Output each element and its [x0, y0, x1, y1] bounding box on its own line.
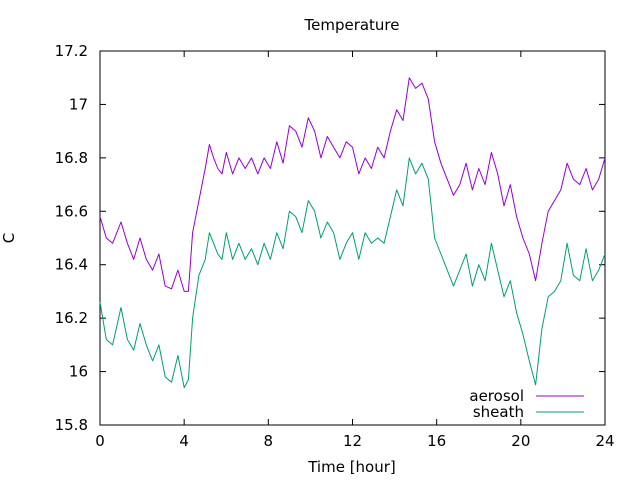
- x-tick-label: 24: [595, 432, 614, 450]
- x-tick-label: 8: [264, 432, 274, 450]
- y-axis: 15.8 16 16.2 16.4 16.6 16.8 17 17.2: [55, 42, 605, 434]
- y-tick-label: 17.2: [55, 42, 88, 60]
- x-axis: 0 4 8 12 16 20 24: [95, 51, 615, 450]
- x-axis-title: Time [hour]: [307, 458, 396, 476]
- x-tick-label: 12: [343, 432, 362, 450]
- series-lines: [99, 77, 606, 389]
- series-line-aerosol: [99, 77, 606, 292]
- y-tick-label: 15.8: [55, 416, 88, 434]
- chart-title: Temperature: [303, 16, 399, 34]
- y-tick-label: 16.8: [55, 149, 88, 167]
- series-line-sheath: [99, 157, 606, 389]
- legend-label-aerosol: aerosol: [469, 387, 524, 405]
- y-tick-label: 17: [69, 95, 88, 113]
- y-tick-label: 16.2: [55, 309, 88, 327]
- y-tick-label: 16.4: [55, 256, 88, 274]
- y-tick-label: 16.6: [55, 202, 88, 220]
- x-tick-label: 16: [427, 432, 446, 450]
- plot-frame: [99, 50, 606, 426]
- y-axis-title: C: [0, 233, 18, 243]
- x-tick-label: 20: [511, 432, 530, 450]
- x-tick-label: 4: [179, 432, 189, 450]
- x-tick-label: 0: [95, 432, 105, 450]
- legend-label-sheath: sheath: [473, 403, 524, 421]
- y-tick-label: 16: [69, 363, 88, 381]
